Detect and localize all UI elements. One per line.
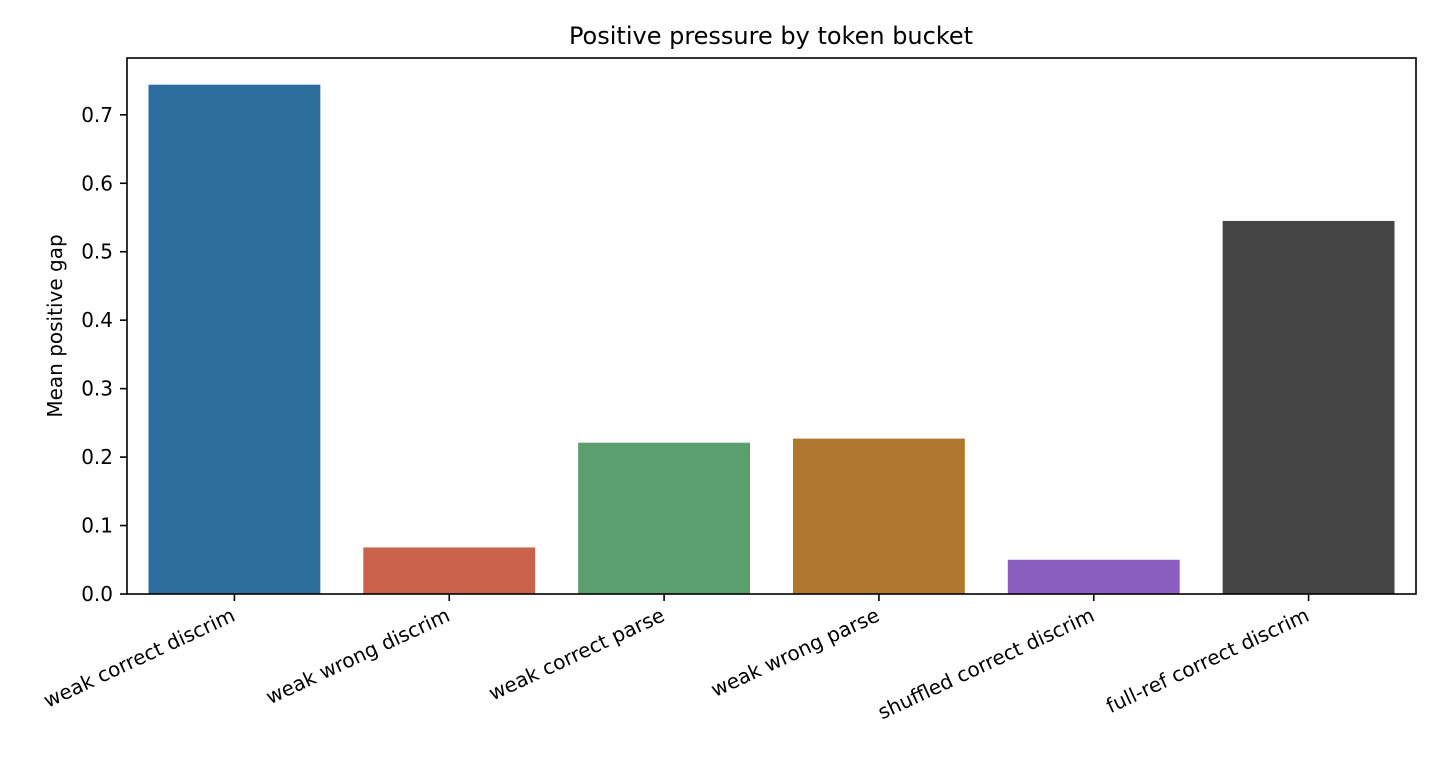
- bar-4: [1007, 559, 1180, 594]
- y-tick-label-6: 0.6: [81, 171, 113, 195]
- plot-area: 0.0 0.1 0.2 0.3 0.4 0.5 0.6 0.7 weak correct dis…: [40, 57, 1417, 724]
- x-tick-label-0: weak correct discrim: [40, 603, 239, 713]
- x-tick-label-2: weak correct parse: [485, 603, 668, 706]
- chart-title: Positive pressure by token bucket: [569, 22, 973, 50]
- x-tick-label-4: shuffled correct discrim: [874, 603, 1098, 724]
- y-tick-label-5: 0.5: [81, 240, 113, 264]
- y-axis-label: Mean positive gap: [43, 234, 67, 417]
- y-tick-label-0: 0.0: [81, 582, 113, 606]
- x-tick-label-1: weak wrong discrim: [262, 603, 453, 709]
- bar-2: [578, 442, 751, 594]
- y-tick-label-7: 0.7: [81, 103, 113, 127]
- y-tick-label-4: 0.4: [81, 308, 113, 332]
- plot-frame: [126, 57, 1417, 595]
- y-tick-label-3: 0.3: [81, 377, 113, 401]
- bar-3: [792, 438, 965, 594]
- bar-5: [1222, 220, 1395, 595]
- y-tick-label-2: 0.2: [81, 445, 113, 469]
- x-tick-label-3: weak wrong parse: [707, 603, 883, 702]
- bar-1: [363, 547, 536, 594]
- bar-0: [148, 84, 321, 594]
- x-tick-label-5: full-ref correct discrim: [1102, 603, 1312, 718]
- y-tick-label-1: 0.1: [81, 514, 113, 538]
